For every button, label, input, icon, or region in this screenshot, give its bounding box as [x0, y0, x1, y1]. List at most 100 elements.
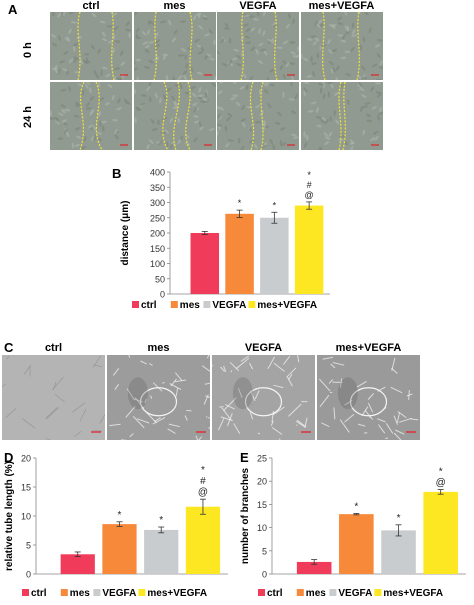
bar [260, 218, 289, 294]
micrograph-image [217, 82, 299, 150]
micrograph-image [301, 12, 383, 80]
y-tick-label: 300 [150, 198, 165, 208]
micrograph-image [301, 82, 383, 150]
legend-swatch [22, 589, 29, 596]
legend-label: mes [306, 588, 326, 599]
significance-mark: @ [436, 478, 446, 489]
y-tick-label: 20 [257, 477, 267, 487]
y-tick-label: 100 [150, 259, 165, 269]
significance-mark: # [200, 476, 206, 487]
significance-mark: * [307, 170, 311, 180]
legend-label: mes [70, 588, 90, 599]
significance-mark: * [118, 510, 122, 521]
panel-c-column-label: mes [107, 342, 210, 354]
y-tick-label: 50 [155, 274, 165, 284]
y-tick-label: 0 [26, 570, 31, 580]
legend-label: ctrl [141, 300, 157, 311]
legend-swatch [374, 589, 381, 596]
legend-label: VEGFA [212, 300, 246, 311]
y-tick-label: 0 [262, 570, 267, 580]
micrograph-image [317, 355, 420, 440]
micrograph-image [134, 82, 216, 150]
significance-mark: * [201, 465, 205, 476]
y-tick-label: 5 [262, 546, 267, 556]
error-bar [353, 513, 359, 514]
panel-c-column-label: mes+VEGFA [317, 342, 420, 354]
significance-mark: * [439, 467, 443, 478]
legend-swatch [93, 589, 100, 596]
y-tick-label: 15 [21, 483, 31, 493]
significance-mark: @ [198, 487, 208, 498]
significance-mark: * [273, 200, 277, 210]
y-tick-label: 0 [160, 290, 165, 300]
legend-label: ctrl [31, 588, 47, 599]
micrograph-image [107, 355, 210, 440]
legend-swatch [329, 589, 336, 596]
y-tick-label: 5 [26, 541, 31, 551]
panel-a-column-label: VEGFA [217, 0, 299, 12]
y-tick-label: 10 [257, 523, 267, 533]
bar [339, 514, 374, 574]
y-axis-label: distance (μm) [120, 200, 131, 265]
panel-a-row-label: 24 h [22, 106, 34, 128]
legend-swatch [138, 589, 145, 596]
significance-mark: @ [305, 190, 314, 200]
y-tick-label: 400 [150, 168, 165, 178]
legend-label: mes+VEGFA [383, 588, 443, 599]
panel-c-column-label: ctrl [2, 342, 105, 354]
legend-swatch [248, 301, 255, 308]
legend-label: mes+VEGFA [257, 300, 317, 311]
significance-mark: * [354, 501, 358, 512]
y-axis-label: relative tube length (%) [4, 461, 15, 571]
significance-mark: * [159, 515, 163, 526]
micrograph-image [217, 12, 299, 80]
bar [423, 492, 458, 574]
significance-mark: # [307, 180, 312, 190]
legend-label: VEGFA [102, 588, 136, 599]
legend-swatch [258, 589, 265, 596]
bar [102, 524, 136, 574]
panel-a-column-label: mes+VEGFA [301, 0, 383, 12]
panel-a-column-label: ctrl [50, 0, 132, 12]
legend-swatch [171, 301, 178, 308]
bar [191, 233, 220, 294]
panel-a-letter: A [8, 2, 17, 17]
y-tick-label: 200 [150, 229, 165, 239]
legend-label: mes [180, 300, 200, 311]
legend-swatch [297, 589, 304, 596]
y-axis: 0 5 10 15 20 [21, 454, 36, 580]
bar [144, 530, 178, 574]
y-axis: 0 5 10 15 20 25 [257, 454, 272, 580]
bar [381, 530, 416, 574]
bar [186, 507, 220, 574]
micrograph-image [212, 355, 315, 440]
bar [225, 214, 254, 294]
y-tick-label: 150 [150, 244, 165, 254]
panel-a-column-label: mes [134, 0, 216, 12]
y-tick-label: 10 [21, 512, 31, 522]
bar [61, 554, 95, 574]
micrograph-image [2, 355, 105, 440]
significance-mark: * [397, 513, 401, 524]
legend-label: mes+VEGFA [147, 588, 207, 599]
panel-c-column-label: VEGFA [212, 342, 315, 354]
legend-label: ctrl [267, 588, 283, 599]
y-tick-label: 15 [257, 500, 267, 510]
y-tick-label: 25 [257, 454, 267, 464]
bar [295, 206, 324, 294]
y-axis-label: number of branches [240, 468, 251, 565]
legend-swatch [203, 301, 210, 308]
significance-mark: * [238, 198, 242, 208]
y-tick-label: 20 [21, 454, 31, 464]
micrograph-image [50, 82, 132, 150]
legend-swatch [61, 589, 68, 596]
legend-swatch [132, 301, 139, 308]
panel-a-row-label: 0 h [22, 42, 34, 58]
y-tick-label: 350 [150, 183, 165, 193]
